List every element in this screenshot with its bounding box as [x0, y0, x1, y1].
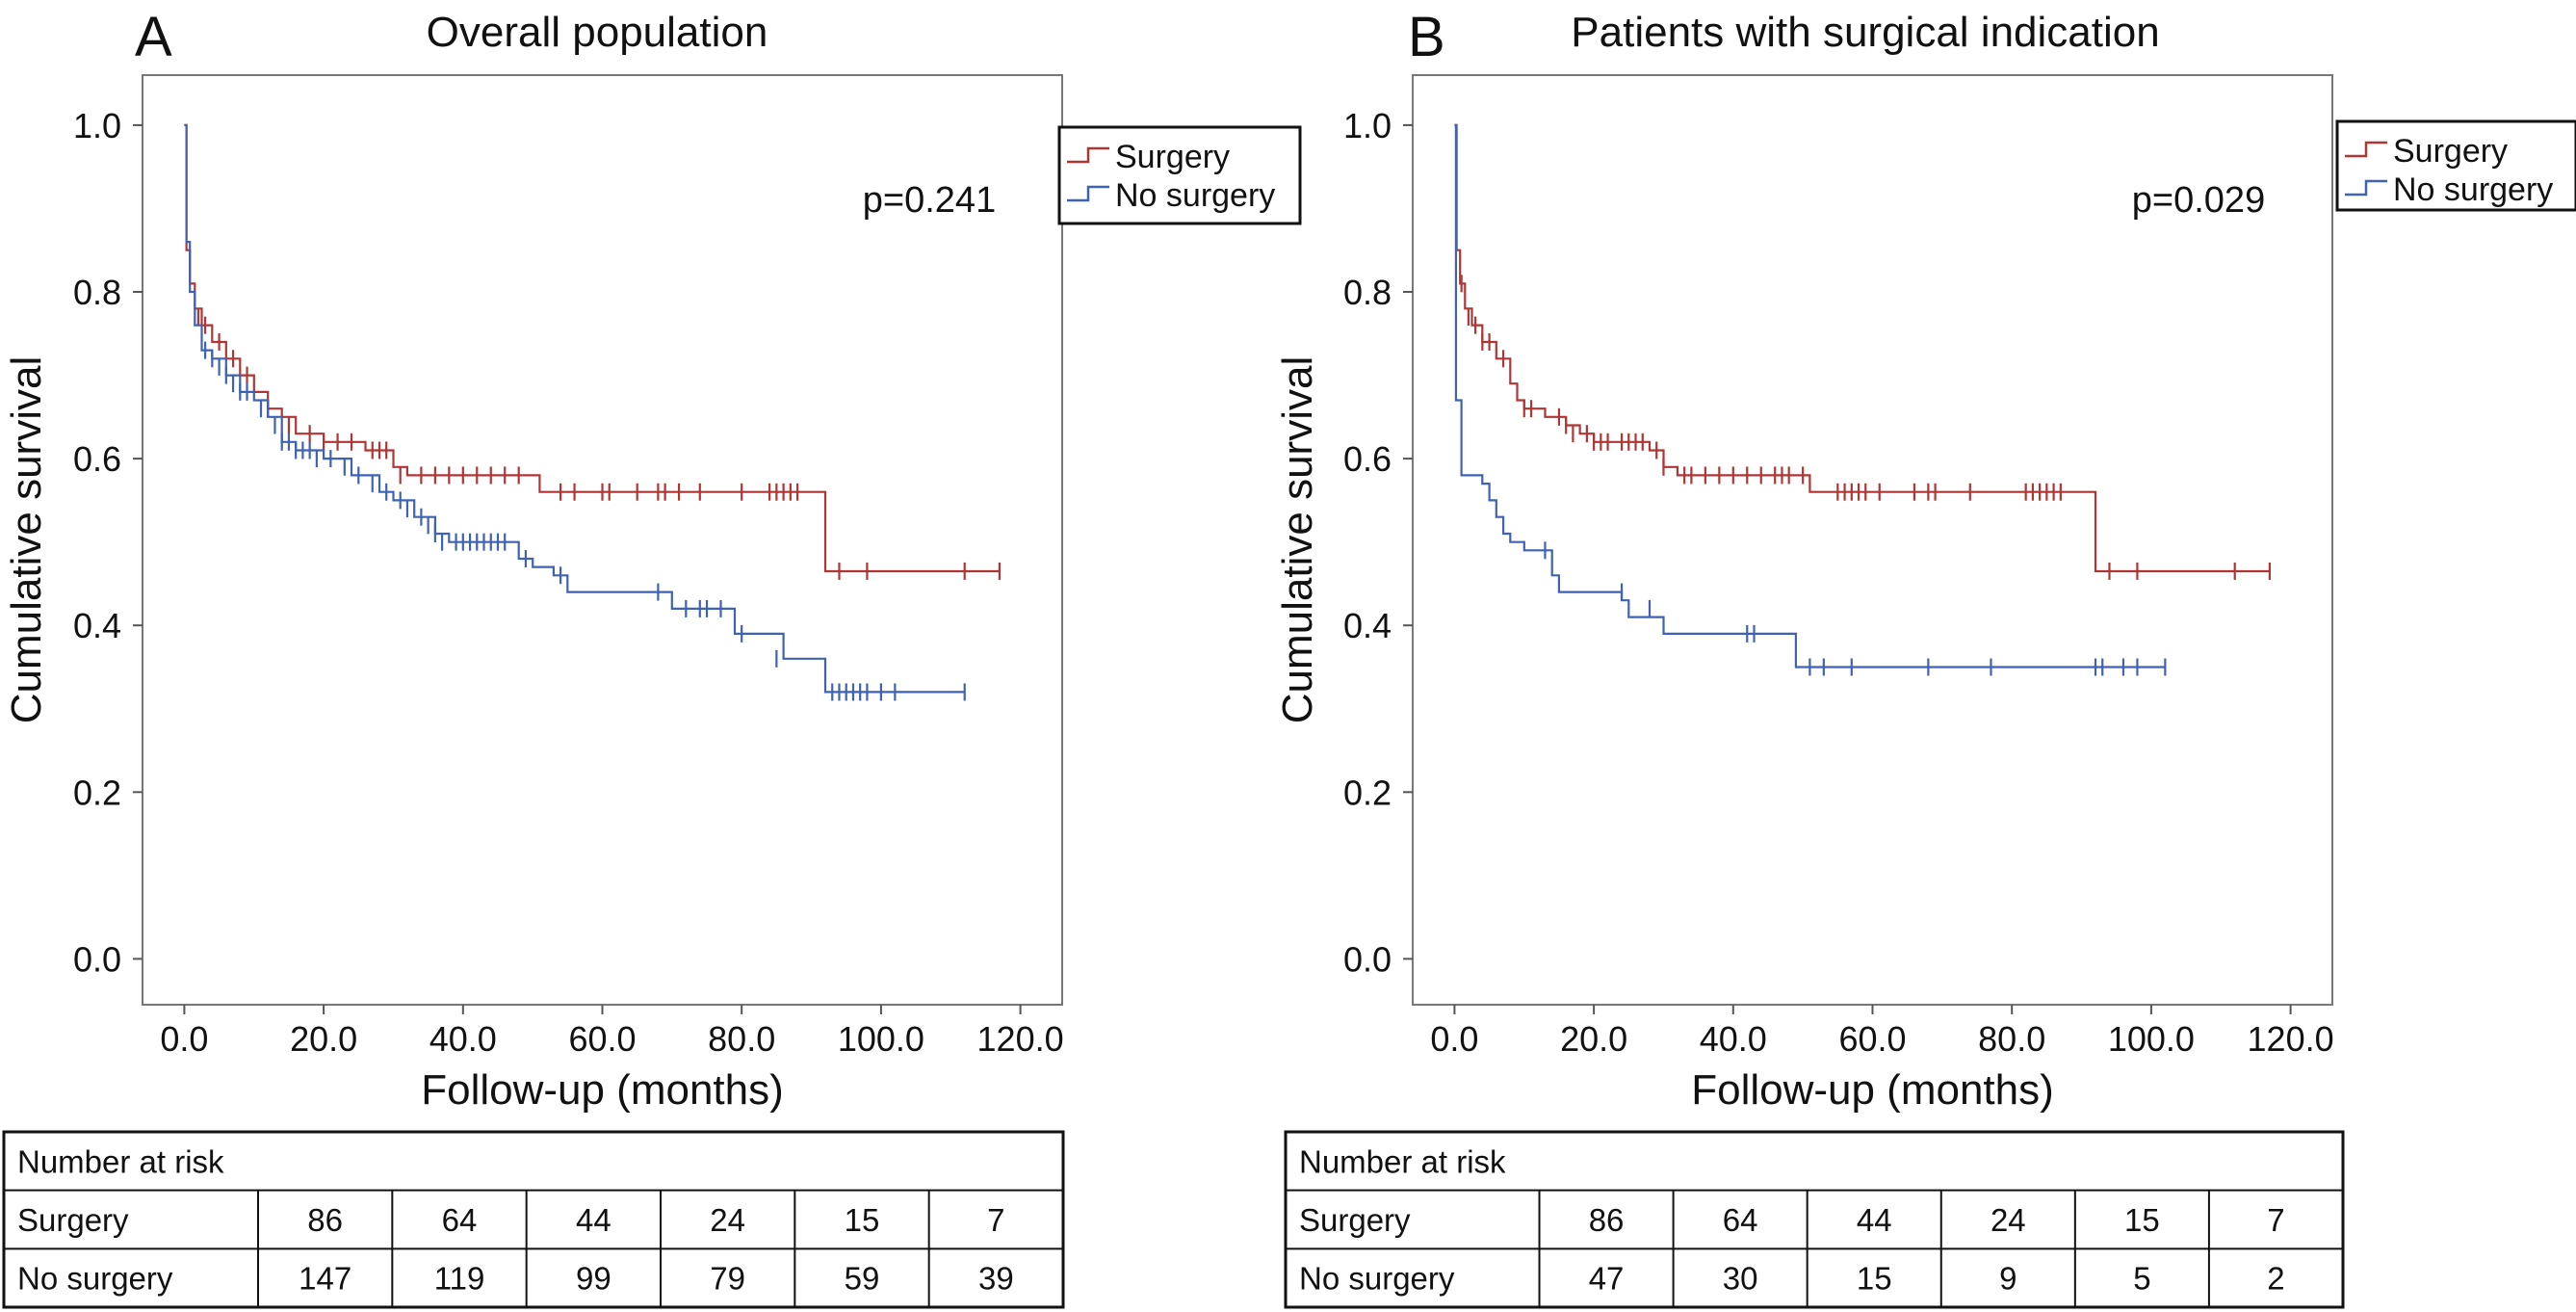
risk-table-cell: 7	[987, 1202, 1004, 1238]
y-tick-label: 1.0	[1343, 106, 1392, 145]
x-tick-label: 80.0	[1978, 1019, 2045, 1059]
y-tick-label: 0.8	[73, 273, 121, 312]
x-tick-label: 120.0	[2248, 1019, 2334, 1059]
legend-label: Surgery	[1115, 139, 1230, 175]
legend-swatch	[2345, 141, 2387, 158]
legend-label: Surgery	[2393, 133, 2508, 170]
risk-table-header: Number at risk	[17, 1143, 224, 1179]
y-axis-label: Cumulative survival	[3, 356, 50, 723]
risk-table-cell: 44	[1857, 1202, 1892, 1238]
y-tick-label: 0.4	[73, 606, 121, 645]
x-tick-label: 80.0	[708, 1019, 775, 1059]
x-tick-label: 0.0	[160, 1019, 208, 1059]
x-tick-label: 120.0	[977, 1019, 1064, 1059]
risk-table-row-label: No surgery	[17, 1261, 173, 1297]
survival-curve	[1454, 123, 2270, 573]
p-value-label: p=0.241	[863, 180, 996, 221]
legend-box	[2335, 119, 2576, 212]
risk-table-cell: 99	[576, 1261, 611, 1297]
chart-title: Overall population	[427, 9, 768, 56]
survival-curve	[1454, 123, 2166, 669]
legend-swatch	[1067, 146, 1109, 164]
risk-table-cell: 15	[2124, 1202, 2160, 1238]
x-tick-label: 100.0	[838, 1019, 924, 1059]
risk-table-cell: 147	[299, 1261, 351, 1297]
risk-table: Number at risk Surgery 86 64 44 24 15 7 No surge…	[1284, 1130, 2345, 1309]
x-tick-label: 40.0	[429, 1019, 497, 1059]
legend-box	[1057, 125, 1302, 225]
x-tick-label: 40.0	[1700, 1019, 1767, 1059]
risk-table-row-label: Surgery	[17, 1202, 129, 1238]
y-tick-label: 1.0	[73, 106, 121, 145]
legend-label: No surgery	[2393, 171, 2553, 208]
series-no-surgery	[184, 123, 966, 701]
chart-panel-b: B Patients with surgical indication 0.0 0.2…	[1274, 6, 2576, 1309]
chart-title: Patients with surgical indication	[1571, 9, 2159, 56]
y-tick-label: 0.8	[1343, 273, 1392, 312]
risk-table-header: Number at risk	[1299, 1143, 1506, 1179]
risk-table-cell: 39	[978, 1261, 1014, 1297]
risk-table-cell: 59	[845, 1261, 880, 1297]
risk-table-cell: 15	[1857, 1261, 1892, 1297]
survival-curve	[184, 123, 965, 694]
y-tick-label: 0.2	[1343, 773, 1392, 812]
risk-table-cell: 86	[1589, 1202, 1625, 1238]
risk-table-cell: 64	[1723, 1202, 1758, 1238]
risk-table-cell: 79	[710, 1261, 745, 1297]
legend-swatch	[1067, 185, 1109, 202]
risk-table-cell: 7	[2267, 1202, 2284, 1238]
x-tick-label: 60.0	[568, 1019, 636, 1059]
x-tick-label: 0.0	[1430, 1019, 1478, 1059]
x-tick-label: 60.0	[1838, 1019, 1906, 1059]
risk-table-cell: 9	[1999, 1261, 2017, 1297]
y-tick-label: 0.2	[73, 773, 121, 812]
risk-table-border	[1284, 1130, 2345, 1309]
p-value-label: p=0.029	[2132, 180, 2265, 221]
risk-table-cell: 44	[576, 1202, 611, 1238]
risk-table-cell: 24	[710, 1202, 745, 1238]
x-axis-label: Follow-up (months)	[1691, 1066, 2054, 1114]
risk-table-cell: 24	[1991, 1202, 2026, 1238]
panel-letter: B	[1408, 6, 1445, 68]
risk-table-row-label: Surgery	[1299, 1202, 1411, 1238]
risk-table-row-label: No surgery	[1299, 1261, 1455, 1297]
y-tick-label: 0.4	[1343, 606, 1392, 645]
series-surgery	[1454, 123, 2271, 580]
y-tick-label: 0.0	[1343, 939, 1392, 979]
risk-table-cell: 86	[307, 1202, 343, 1238]
x-tick-label: 20.0	[290, 1019, 357, 1059]
legend-swatch	[2345, 179, 2387, 197]
y-axis-label: Cumulative survival	[1274, 356, 1321, 723]
risk-table-cell: 5	[2133, 1261, 2150, 1297]
series-no-surgery	[1454, 123, 2167, 676]
x-tick-label: 100.0	[2108, 1019, 2195, 1059]
panel-letter: A	[135, 6, 172, 68]
x-tick-label: 20.0	[1560, 1019, 1627, 1059]
risk-table-border	[2, 1130, 1065, 1309]
risk-table-cell: 64	[442, 1202, 478, 1238]
chart-panel-a: A Overall population 0.0 0.2 0.4 0.6 0.8 1.0 0.0…	[2, 6, 1302, 1309]
risk-table-cell: 30	[1723, 1261, 1758, 1297]
risk-table-cell: 119	[434, 1261, 485, 1297]
y-tick-label: 0.0	[73, 939, 121, 979]
risk-table-cell: 2	[2267, 1261, 2284, 1297]
legend-label: No surgery	[1115, 177, 1275, 214]
risk-table-cell: 47	[1589, 1261, 1625, 1297]
risk-table: Number at risk Surgery 86 64 44 24 15 7 No surge…	[2, 1130, 1065, 1309]
y-tick-label: 0.6	[73, 439, 121, 479]
x-axis-label: Follow-up (months)	[421, 1066, 784, 1114]
risk-table-cell: 15	[845, 1202, 880, 1238]
y-tick-label: 0.6	[1343, 439, 1392, 479]
